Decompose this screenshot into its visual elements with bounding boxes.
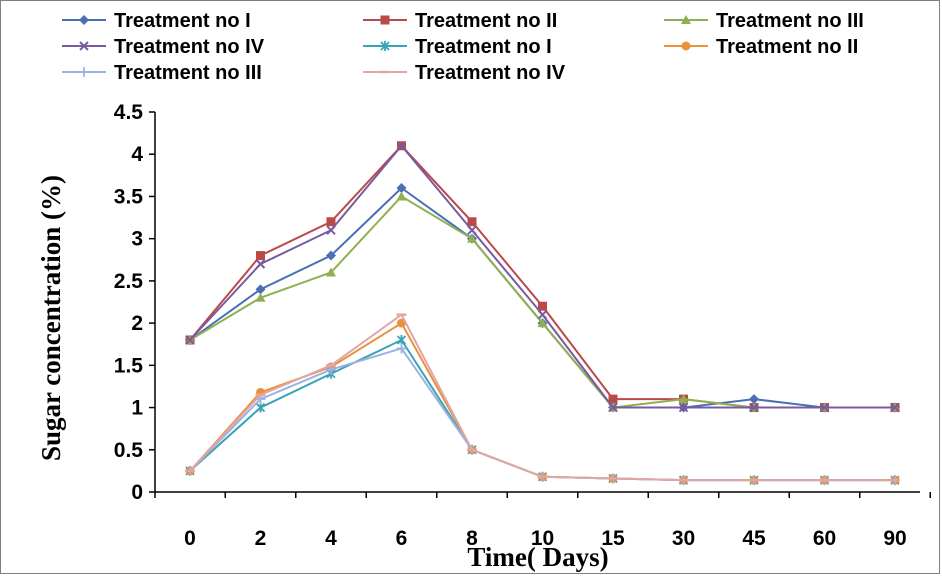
data-point [678,402,689,413]
y-tick-label: 0.5 [114,439,144,462]
data-point [255,292,266,302]
x-tick-label: 8 [466,527,478,550]
x-tick-label: 6 [396,527,408,550]
legend-label: Treatment no III [716,10,864,32]
legend-label: Treatment no I [114,10,251,32]
x-tick-label: 90 [883,527,906,550]
legend-marker [681,15,691,24]
y-axis-title: Sugar concentration (%) [36,175,66,461]
data-point [537,318,548,328]
x-tick-label: 15 [601,527,625,550]
legend-item: Treatment no II [664,36,858,58]
data-point [467,225,477,235]
data-point [396,335,407,345]
y-ticks: 0 0.5 1 1.5 2 2.5 3 3.5 4 4.5 [114,101,155,504]
series-1 [185,183,900,413]
x-tick-label: 0 [184,527,196,550]
data-point [608,402,618,413]
legend-marker [79,41,89,51]
x-tick-label: 4 [325,527,337,550]
legend: Treatment no I Treatment no II Treatment n… [62,10,864,84]
legend-item: Treatment no III [664,10,864,32]
x-tick-label: 10 [531,527,554,550]
x-tick-label: 30 [672,527,695,550]
x-axis-title: Time( Days) [467,542,608,572]
x-tick-label: 45 [742,527,766,550]
data-point [749,402,759,413]
legend-label: Treatment no I [415,36,552,58]
data-point [326,225,336,235]
data-point [255,402,266,413]
data-point [326,217,336,227]
data-point [326,250,336,261]
data-point [538,301,547,311]
data-point [608,394,618,404]
y-tick-label: 4 [131,143,143,166]
series-line [189,313,895,482]
y-tick-label: 4.5 [114,101,144,124]
series-5 [185,335,900,486]
data-point [678,394,689,404]
series-7 [185,343,900,486]
data-point [326,267,336,277]
series-2 [185,141,900,413]
x-tick-label: 60 [813,527,836,550]
data-point [819,402,830,413]
legend-item: Treatment no IV [363,62,566,84]
data-point [749,394,759,405]
legend-marker [380,41,390,51]
y-tick-label: 1.5 [114,354,144,377]
series-6 [185,318,900,485]
series-line [189,321,895,482]
y-tick-label: 3.5 [114,185,144,208]
data-point [467,217,477,227]
legend-label: Treatment no III [114,62,262,84]
series-line [189,144,895,409]
legend-label: Treatment no II [415,10,557,32]
series-line [189,347,895,482]
data-point [467,233,477,243]
legend-item: Treatment no I [62,10,251,32]
data-point [537,309,548,320]
legend-item: Treatment no III [62,62,262,84]
axes [154,112,920,493]
legend-label: Treatment no IV [415,62,566,84]
data-point [396,191,407,201]
data-point [396,343,407,354]
y-tick-label: 2 [131,312,143,335]
y-tick-label: 1 [131,397,143,420]
legend-marker [79,67,89,77]
data-point [890,402,900,413]
series-line [189,338,895,482]
data-point [185,335,195,345]
data-point [396,183,407,193]
legend-label: Treatment no II [716,36,858,58]
y-tick-label: 0 [131,481,143,504]
y-tick-label: 3 [131,228,143,251]
legend-marker [681,41,691,51]
legend-marker [380,15,390,25]
legend-item: Treatment no I [363,36,552,58]
legend-item: Treatment no IV [62,36,265,58]
x-ticks: 0 2 4 6 8 10 15 30 45 60 90 [154,492,931,550]
data-point [256,251,265,261]
data-point [255,259,266,269]
series-layer [185,141,900,486]
series-line [189,186,895,409]
series-8 [185,313,900,482]
legend-marker [79,15,89,25]
series-line [189,144,895,409]
series-3 [185,191,900,412]
data-point [396,141,407,151]
data-point [255,284,266,295]
legend-label: Treatment no IV [114,36,265,58]
x-tick-label: 2 [255,527,267,550]
y-tick-label: 2.5 [114,270,144,293]
legend-item: Treatment no II [363,10,557,32]
series-4 [185,141,900,413]
